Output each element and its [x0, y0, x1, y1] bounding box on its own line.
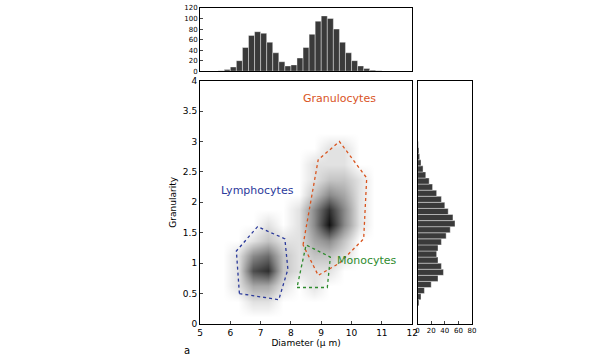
svg-text:9: 9: [318, 328, 324, 338]
svg-text:60: 60: [189, 36, 198, 44]
svg-text:Diameter (μ m): Diameter (μ m): [271, 338, 340, 348]
svg-text:2: 2: [191, 197, 197, 207]
svg-text:0: 0: [191, 319, 197, 329]
svg-text:6: 6: [227, 328, 233, 338]
svg-text:1: 1: [191, 258, 197, 268]
svg-text:Lymphocytes: Lymphocytes: [221, 184, 294, 197]
svg-text:Granulocytes: Granulocytes: [303, 92, 376, 105]
svg-text:1.5: 1.5: [183, 228, 197, 238]
svg-text:100: 100: [184, 15, 197, 23]
svg-text:60: 60: [454, 327, 463, 335]
svg-text:8: 8: [288, 328, 294, 338]
svg-text:Granularity: Granularity: [168, 176, 178, 227]
svg-text:80: 80: [189, 26, 198, 34]
svg-text:Monocytes: Monocytes: [337, 254, 397, 267]
svg-text:40: 40: [189, 47, 198, 55]
svg-text:0.5: 0.5: [183, 289, 197, 299]
svg-text:0: 0: [193, 68, 197, 76]
svg-text:a: a: [184, 345, 190, 356]
svg-text:11: 11: [376, 328, 387, 338]
svg-text:20: 20: [189, 57, 198, 65]
svg-text:3: 3: [191, 137, 197, 147]
svg-text:40: 40: [440, 327, 449, 335]
svg-text:80: 80: [468, 327, 477, 335]
svg-text:7: 7: [258, 328, 264, 338]
svg-text:2.5: 2.5: [183, 167, 197, 177]
svg-text:120: 120: [184, 4, 197, 12]
svg-text:20: 20: [427, 327, 436, 335]
svg-text:5: 5: [197, 328, 203, 338]
svg-text:12: 12: [406, 328, 417, 338]
svg-text:3.5: 3.5: [183, 106, 197, 116]
svg-text:10: 10: [346, 328, 358, 338]
svg-text:0: 0: [415, 327, 419, 335]
svg-text:4: 4: [191, 76, 197, 86]
